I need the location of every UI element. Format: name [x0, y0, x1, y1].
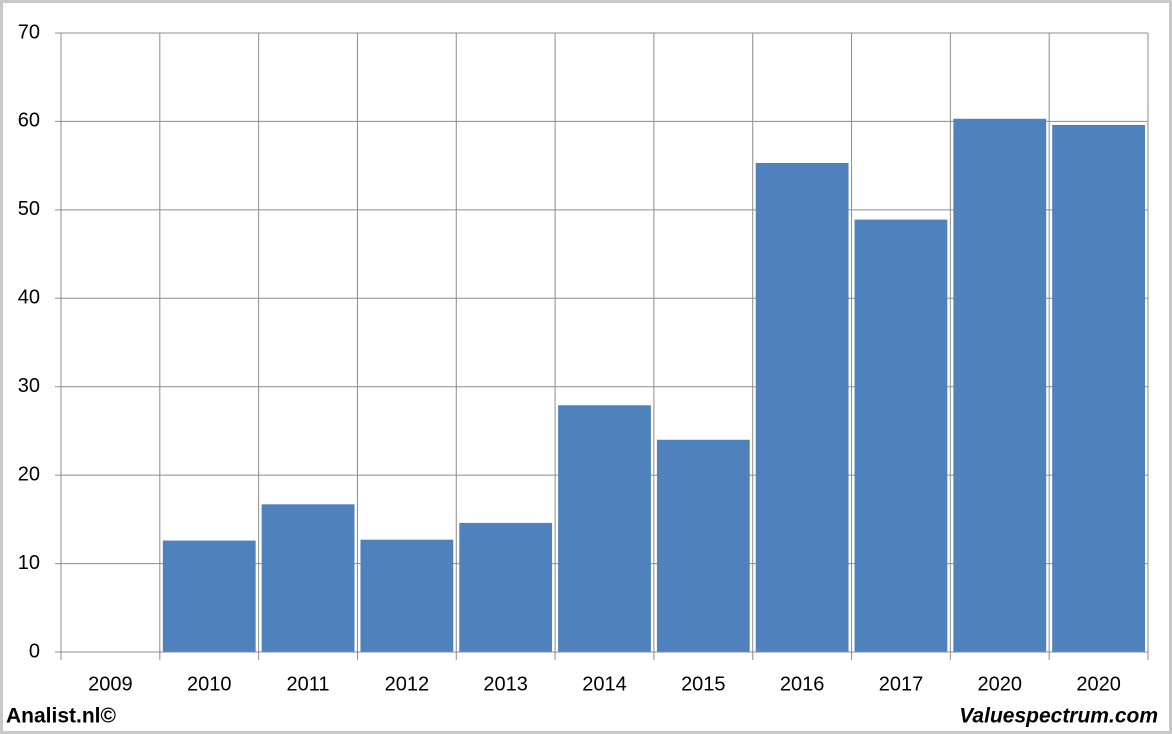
x-tick-label: 2010	[187, 673, 232, 695]
x-tick-label: 2015	[681, 673, 726, 695]
bar	[755, 162, 849, 653]
x-tick-label: 2014	[582, 673, 627, 695]
x-tick-label: 2009	[88, 673, 133, 695]
x-tick-label: 2012	[385, 673, 430, 695]
y-tick-label: 0	[29, 640, 40, 662]
y-tick-label: 30	[18, 375, 40, 397]
x-tick-label: 2011	[287, 673, 330, 695]
source-right: Valuespectrum.com	[959, 705, 1158, 728]
y-tick-label: 50	[18, 198, 40, 220]
y-tick-label: 40	[18, 287, 40, 309]
y-tick-label: 70	[18, 21, 40, 43]
bar	[558, 405, 651, 652]
y-tick-label: 20	[18, 463, 40, 485]
bar	[459, 522, 553, 652]
bar	[162, 540, 256, 652]
bar	[854, 219, 948, 652]
bar	[953, 118, 1047, 653]
bar	[656, 439, 750, 652]
y-tick-label: 60	[18, 110, 40, 132]
bar	[261, 504, 355, 652]
x-tick-label: 2013	[483, 673, 528, 695]
x-tick-label: 2016	[780, 673, 825, 695]
x-tick-label: 2020	[1076, 673, 1121, 695]
bar	[360, 539, 454, 652]
y-tick-label: 10	[18, 552, 40, 574]
bar	[1052, 124, 1145, 653]
source-left: Analist.nl©	[6, 705, 117, 728]
x-tick-label: 2020	[978, 673, 1023, 695]
x-tick-label: 2017	[879, 673, 924, 695]
